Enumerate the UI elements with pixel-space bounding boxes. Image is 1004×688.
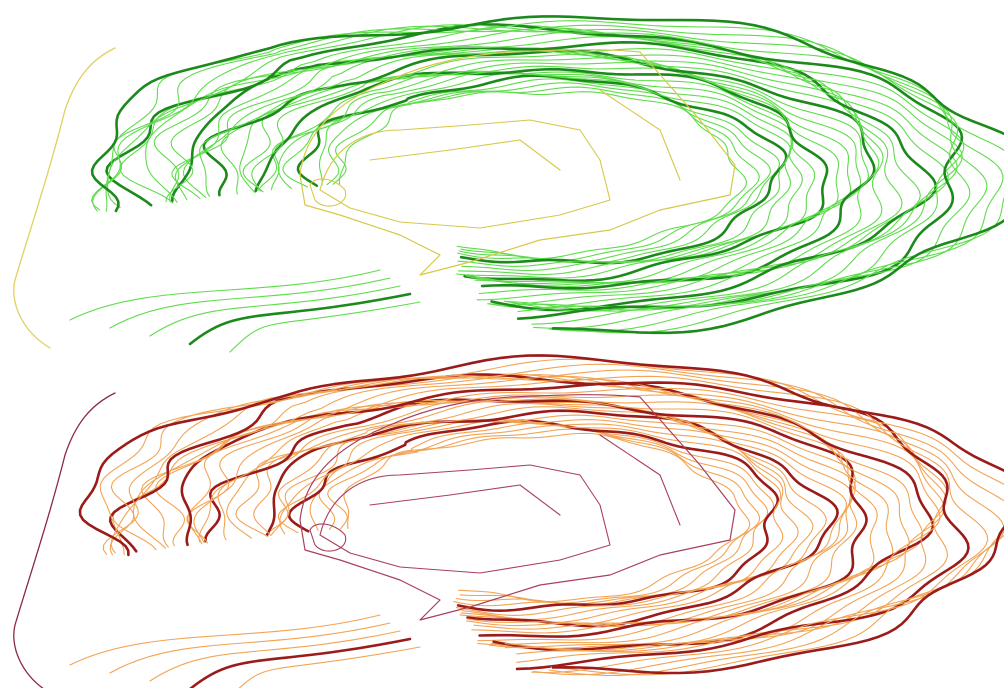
- contour-line: [296, 74, 788, 265]
- contour-line: [229, 301, 421, 353]
- contour-line: [180, 382, 935, 652]
- contour-line: [220, 53, 869, 288]
- contour-line: [188, 292, 412, 346]
- boundary-line: [13, 392, 116, 688]
- contour-line: [265, 409, 839, 628]
- contour-line: [149, 285, 401, 337]
- contour-line: [327, 428, 761, 604]
- contour-line: [105, 23, 964, 321]
- contour-line: [189, 637, 412, 688]
- contour-line: [277, 419, 784, 616]
- contour-line: [226, 400, 856, 630]
- contour-line: [149, 630, 401, 682]
- contour-line: [186, 394, 910, 648]
- contour-line: [279, 418, 799, 620]
- contour-line: [105, 20, 1004, 334]
- contour-line: [107, 24, 971, 325]
- contour-line: [112, 373, 948, 663]
- pit-outline: [309, 434, 681, 552]
- contour-line: [242, 61, 852, 285]
- contour-line: [270, 70, 803, 276]
- contour-line: [109, 622, 391, 674]
- contour-line: [239, 57, 862, 286]
- pit-outline: [309, 89, 681, 207]
- contour-line: [92, 24, 1004, 332]
- contour-line: [91, 25, 988, 329]
- contour-line: [338, 91, 747, 260]
- contour-line: [69, 614, 381, 666]
- contour-line: [309, 422, 775, 607]
- boundary-line: [13, 47, 116, 349]
- contour-map-green: [13, 15, 1004, 353]
- contour-line: [217, 399, 858, 634]
- contour-line: [332, 86, 760, 262]
- contour-line: [251, 65, 840, 284]
- pit-outline: [319, 464, 611, 574]
- contour-line: [235, 402, 853, 627]
- contour-line: [343, 432, 751, 603]
- contour-line: [287, 419, 780, 613]
- contour-line: [109, 277, 391, 329]
- contour-line: [153, 31, 958, 312]
- contour-line: [193, 396, 894, 645]
- contour-map-orange: [13, 354, 1004, 688]
- contour-line: [277, 71, 794, 272]
- contour-line: [102, 369, 1004, 676]
- contour-line: [198, 398, 878, 642]
- contour-line: [282, 72, 792, 267]
- pit-outline: [299, 394, 736, 621]
- contour-line: [90, 15, 1004, 335]
- contour-line: [254, 67, 829, 283]
- contour-line: [264, 414, 827, 626]
- contour-line: [78, 354, 1004, 675]
- contour-line: [145, 27, 963, 311]
- contour-line: [199, 48, 880, 295]
- pit-outline: [299, 49, 736, 276]
- contour-line: [238, 646, 421, 688]
- contour-line: [257, 71, 816, 279]
- contour-line: [69, 269, 381, 321]
- contour-line: [182, 47, 884, 301]
- contour-line: [253, 406, 847, 627]
- contour-line: [171, 40, 938, 312]
- pit-outline: [319, 119, 611, 229]
- contour-line: [109, 363, 1004, 676]
